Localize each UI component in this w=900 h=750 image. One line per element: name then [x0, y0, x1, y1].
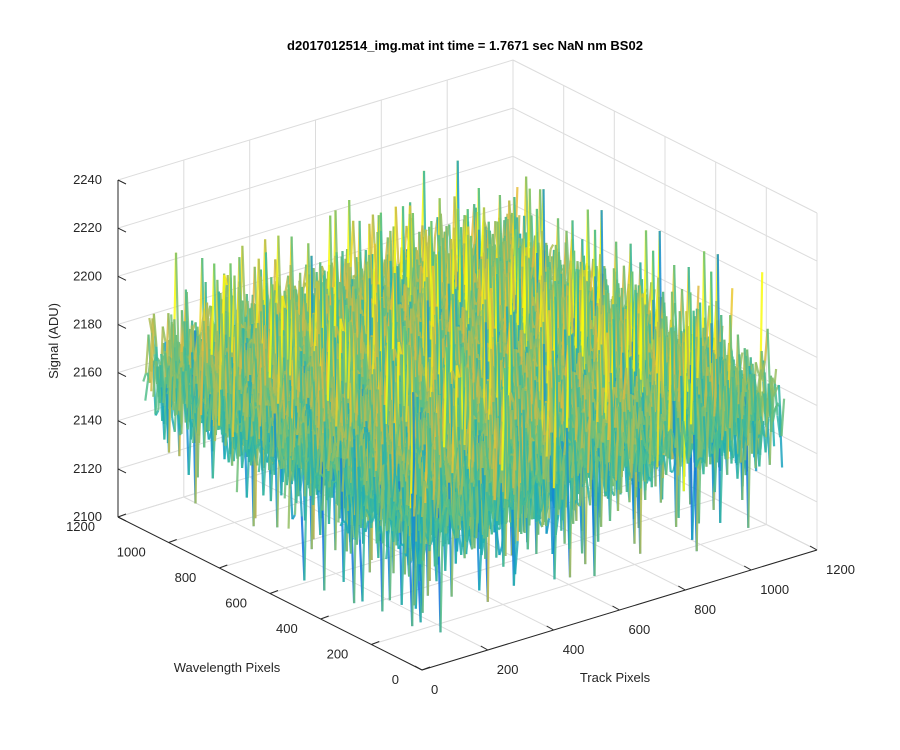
surface-plot	[142, 160, 786, 633]
surface-segment	[142, 373, 147, 382]
surface-segment	[549, 244, 555, 250]
surface-segment	[394, 206, 400, 264]
surface-segment	[352, 220, 357, 277]
surface-segment	[161, 326, 167, 342]
surface-segment	[148, 317, 153, 333]
grid-line	[371, 524, 767, 645]
surface-segment	[144, 380, 149, 401]
surface-segment	[154, 409, 160, 416]
grid-line	[320, 498, 716, 620]
